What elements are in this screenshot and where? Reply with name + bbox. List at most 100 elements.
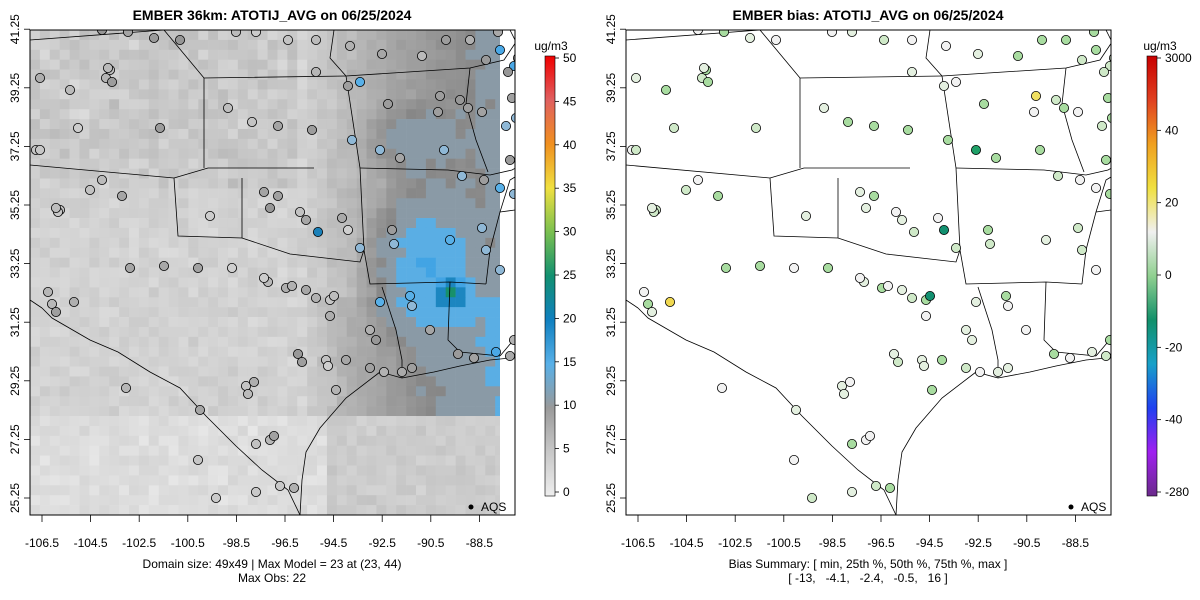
left-colorbar: ug/m3 0 5 10 15 20 25 30 35 40 45 50 — [534, 39, 576, 499]
right-station-marker — [755, 260, 766, 271]
left-station-marker — [504, 154, 515, 165]
left-y-tick-label: 25.25 — [8, 483, 22, 513]
left-station-marker — [103, 63, 114, 74]
left-station-marker — [246, 117, 257, 128]
left-x-tick-label: -106.5 — [25, 536, 59, 550]
left-station-marker — [336, 212, 347, 223]
right-station-marker — [1091, 182, 1102, 193]
left-station-marker — [310, 292, 321, 303]
left-station-marker — [294, 206, 305, 217]
left-station-marker — [65, 85, 76, 96]
left-station-marker — [222, 103, 233, 114]
right-station-marker — [951, 77, 962, 88]
left-station-marker — [394, 152, 405, 163]
left-y-axis: 25.25 27.25 29.25 31.25 33.25 35.25 37.25 39.25… — [8, 14, 30, 513]
right-station-marker — [869, 121, 880, 132]
right-y-axis: 25.25 27.25 29.25 31.25 33.25 35.25 37.25 39.25… — [604, 14, 626, 513]
left-station-marker — [125, 262, 136, 273]
left-x-tick-label: -98.5 — [223, 536, 251, 550]
right-colorbar-bar — [1146, 55, 1158, 497]
left-station-marker — [250, 486, 261, 497]
right-x-tick-label: -102.5 — [718, 536, 752, 550]
left-station-marker — [296, 356, 307, 367]
left-panel: EMBER 36km: ATOTIJ_AVG on 06/25/2024 -10… — [8, 7, 577, 585]
left-x-tick-label: -90.5 — [417, 536, 445, 550]
left-station-marker — [258, 272, 269, 283]
right-station-marker — [971, 144, 982, 155]
right-y-tick-label: 29.25 — [604, 365, 618, 395]
left-station-marker — [47, 298, 58, 309]
left-station-marker — [226, 262, 237, 273]
right-station-marker — [925, 290, 936, 301]
right-station-marker — [819, 103, 830, 114]
left-footer-line1: Domain size: 49x49 | Max Model = 23 at (… — [143, 557, 402, 571]
right-x-tick-label: -88.5 — [1062, 536, 1090, 550]
left-station-marker — [231, 30, 241, 37]
left-station-marker — [494, 45, 505, 56]
right-colorbar-tick-label: 40 — [1165, 123, 1179, 137]
left-aqs-legend-dot — [468, 504, 474, 510]
left-colorbar-tick-label: 50 — [563, 51, 577, 65]
left-plot-frame — [29, 29, 516, 516]
right-station-marker — [847, 486, 858, 497]
left-station-marker — [494, 182, 505, 193]
left-y-tick-label: 27.25 — [8, 424, 22, 454]
left-station-marker — [154, 123, 165, 134]
right-station-marker — [1051, 95, 1062, 106]
right-colorbar-tick-label: -280 — [1165, 485, 1189, 499]
left-colorbar-tick-label: 30 — [563, 225, 577, 239]
left-station-marker — [493, 30, 503, 37]
left-x-tick-label: -96.5 — [271, 536, 299, 550]
right-station-marker — [907, 35, 918, 46]
right-station-marker — [1061, 35, 1072, 46]
left-station-marker — [51, 202, 62, 213]
right-panel: EMBER bias: ATOTIJ_AVG on 06/25/2024 -10… — [604, 7, 1192, 585]
right-station-marker — [941, 41, 952, 52]
right-x-tick-label: -104.5 — [670, 536, 704, 550]
left-aqs-legend-label: AQS — [481, 500, 506, 514]
right-station-marker — [921, 310, 932, 321]
right-station-marker — [951, 242, 962, 253]
right-station-marker — [1105, 335, 1111, 345]
right-station-marker — [1101, 155, 1111, 165]
left-station-marker — [204, 210, 215, 221]
right-station-marker — [907, 292, 918, 303]
left-station-marker — [288, 482, 299, 493]
right-station-marker — [1111, 345, 1120, 354]
right-station-marker — [713, 190, 724, 201]
right-station-marker — [961, 362, 972, 373]
left-station-marker — [194, 404, 205, 415]
right-station-marker — [897, 284, 908, 295]
left-x-tick-label: -94.5 — [320, 536, 348, 550]
left-station-marker — [378, 366, 389, 377]
right-station-marker — [975, 366, 986, 377]
right-station-marker — [933, 212, 944, 223]
left-y-tick-label: 31.25 — [8, 307, 22, 337]
left-colorbar-tick-label: 20 — [563, 311, 577, 325]
left-station-marker — [258, 186, 269, 197]
right-station-marker — [1035, 144, 1046, 155]
left-station-marker — [73, 123, 84, 134]
right-station-marker — [1077, 244, 1088, 255]
right-station-marker — [1089, 30, 1099, 37]
right-station-marker — [939, 81, 950, 92]
left-colorbar-tick-label: 40 — [563, 138, 577, 152]
right-y-tick-label: 25.25 — [604, 483, 618, 513]
right-station-marker — [751, 123, 762, 134]
right-station-marker — [1097, 121, 1108, 132]
left-station-marker — [272, 121, 283, 132]
right-station-marker — [939, 224, 950, 235]
right-colorbar-units: ug/m3 — [1143, 39, 1177, 53]
left-y-tick-label: 37.25 — [8, 131, 22, 161]
left-station-marker — [192, 262, 203, 273]
right-y-tick-label: 33.25 — [604, 248, 618, 278]
left-station-marker — [107, 77, 118, 88]
right-station-marker — [1003, 362, 1014, 373]
left-station-marker — [476, 222, 487, 233]
left-station-marker — [438, 144, 449, 155]
right-station-marker — [885, 482, 896, 493]
left-station-marker — [250, 438, 261, 449]
left-station-marker — [292, 348, 303, 359]
right-x-tick-label: -90.5 — [1013, 536, 1041, 550]
right-x-axis: -106.5 -104.5 -102.5 -100.5 -98.5 -96.5 -94.5 -… — [621, 515, 1089, 550]
